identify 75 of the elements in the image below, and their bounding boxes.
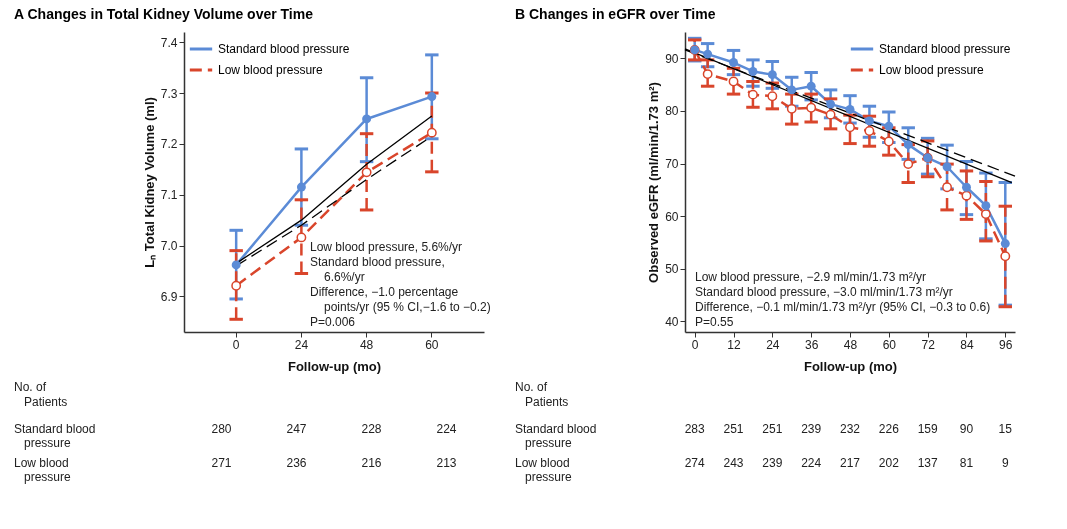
x-tick-label: 48: [359, 337, 374, 352]
text: 213: [436, 456, 457, 470]
annotation: Standard blood pressure, 6.6%/yr: [310, 255, 445, 284]
text: 81: [959, 456, 974, 470]
y-tick-label: 6.9: [160, 289, 178, 304]
y-tick-label: 50: [665, 262, 679, 277]
text: 243: [723, 456, 744, 470]
y-tick-label: 7.0: [160, 239, 178, 254]
text: 251: [762, 422, 783, 436]
text: 90: [959, 422, 974, 436]
x-tick-label: 12: [727, 337, 742, 352]
text: 274: [684, 456, 706, 470]
text: 137: [917, 456, 938, 470]
text: 239: [801, 422, 822, 436]
annotation: P=0.55: [695, 315, 734, 329]
text: 159: [917, 422, 938, 436]
text: 232: [839, 422, 861, 436]
text: 202: [878, 456, 900, 470]
y-tick-label: 40: [665, 314, 679, 329]
text: Standard blood pressure: [515, 422, 597, 450]
annotation: P=0.006: [310, 315, 356, 329]
legend-label: Low blood pressure: [218, 63, 324, 77]
text: 15: [998, 422, 1013, 436]
text: Low blood pressure: [14, 456, 71, 484]
legend-label: Low blood pressure: [879, 63, 985, 77]
text: 217: [839, 456, 861, 470]
x-tick-label: 24: [766, 337, 780, 352]
y-tick-label: 90: [665, 51, 679, 66]
text: 271: [211, 456, 232, 470]
text: No. of Patients: [14, 380, 68, 409]
text: 247: [286, 422, 307, 436]
annotation: Low blood pressure, −2.9 ml/min/1.73 m²/yr: [695, 270, 927, 284]
x-tick-label: 96: [999, 337, 1013, 352]
annotation: Low blood pressure, 5.6%/yr: [310, 240, 463, 254]
chart-title: A Changes in Total Kidney Volume over Time: [14, 6, 314, 22]
y-tick-label: 7.3: [160, 86, 178, 101]
text: 239: [762, 456, 783, 470]
annotation: Difference, −1.0 percentage points/yr (95 % CI,−1.6 to −0.2): [310, 285, 491, 314]
text: 224: [436, 422, 457, 436]
annotation: Standard blood pressure, −3.0 ml/min/1.73 m²/yr: [695, 285, 953, 299]
text: 251: [723, 422, 744, 436]
y-tick-label: 60: [665, 209, 679, 224]
y-tick-label: 7.2: [160, 137, 178, 152]
x-tick-label: 48: [843, 337, 858, 352]
annotation: Difference, −0.1 ml/min/1.73 m²/yr (95% CI, −0.3 to 0.6): [695, 300, 991, 314]
text: 280: [211, 422, 232, 436]
y-axis-title: Lₙ Total Kidney Volume (ml): [141, 97, 157, 268]
x-axis-title: Follow-up (mo): [287, 358, 382, 374]
text: Low blood pressure: [515, 456, 572, 484]
legend-label: Standard blood pressure: [218, 42, 350, 56]
text: 228: [361, 422, 382, 436]
legend-label: Standard blood pressure: [879, 42, 1011, 56]
x-tick-label: 36: [805, 337, 819, 352]
text: 9: [1001, 456, 1009, 470]
text: 226: [878, 422, 900, 436]
y-axis-title: Observed eGFR (ml/min/1.73 m²): [646, 82, 662, 283]
chart-title: B Changes in eGFR over Time: [515, 6, 716, 22]
y-tick-label: 70: [665, 157, 679, 172]
x-tick-label: 60: [425, 337, 439, 352]
x-tick-label: 60: [882, 337, 897, 352]
x-axis-title: Follow-up (mo): [803, 358, 898, 374]
x-tick-label: 0: [691, 337, 699, 352]
x-tick-label: 24: [294, 337, 309, 352]
text: 224: [801, 456, 822, 470]
y-tick-label: 80: [665, 104, 679, 119]
x-tick-label: 84: [960, 337, 974, 352]
y-tick-label: 7.4: [160, 35, 178, 50]
text: Standard blood pressure: [14, 422, 96, 450]
y-tick-label: 7.1: [160, 188, 178, 203]
x-tick-label: 72: [921, 337, 936, 352]
text: No. of Patients: [515, 380, 569, 409]
text: 283: [684, 422, 706, 436]
text: 216: [361, 456, 382, 470]
x-tick-label: 0: [232, 337, 240, 352]
text: 236: [286, 456, 307, 470]
